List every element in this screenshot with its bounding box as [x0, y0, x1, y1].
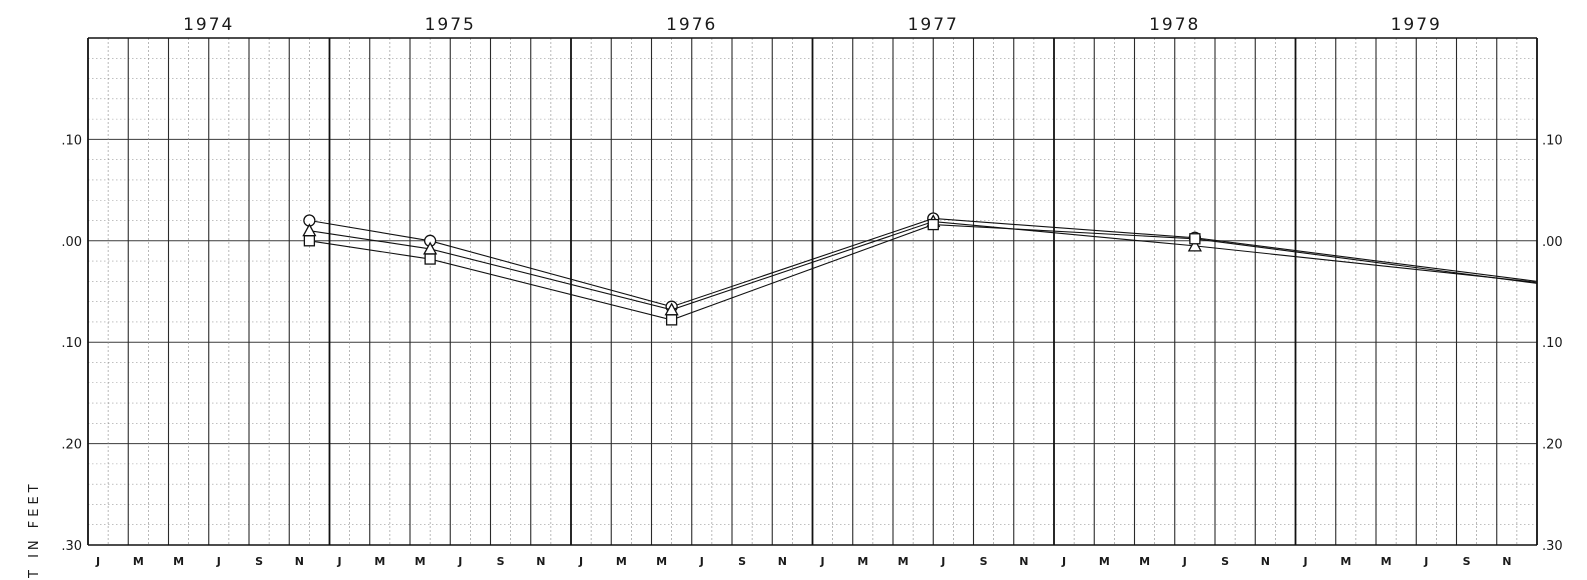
month-tick: M	[656, 555, 667, 568]
month-tick: M	[616, 555, 627, 568]
month-tick: M	[898, 555, 909, 568]
month-tick: M	[1139, 555, 1150, 568]
month-tick: J	[216, 555, 221, 568]
labels: 1974 1975 1976 1977 1978 1979 J M M J S N J M M J S N J M M J…	[27, 15, 1563, 579]
month-tick: J	[1061, 555, 1066, 568]
y-tick-left: .10	[61, 336, 82, 351]
month-tick: S	[980, 555, 988, 568]
month-tick: J	[578, 555, 583, 568]
year-label: 1978	[1149, 15, 1200, 35]
year-label: 1974	[183, 15, 234, 35]
month-tick: J	[95, 555, 100, 568]
y-tick-right: .20	[1542, 438, 1563, 453]
month-tick: N	[295, 555, 304, 568]
y-axis-label: T IN FEET	[27, 480, 42, 579]
month-tick: S	[1463, 555, 1471, 568]
y-tick-right: .00	[1542, 235, 1563, 250]
y-tick-right: .10	[1542, 133, 1563, 148]
month-tick: M	[1381, 555, 1392, 568]
year-label: 1979	[1391, 15, 1442, 35]
data-point-square	[1189, 233, 1201, 245]
year-label: 1975	[425, 15, 476, 35]
month-tick: M	[133, 555, 144, 568]
month-tick: N	[1502, 555, 1511, 568]
month-tick: J	[820, 555, 825, 568]
month-tick: M	[1099, 555, 1110, 568]
data-point-square	[665, 314, 678, 326]
month-tick: S	[497, 555, 505, 568]
month-tick: M	[857, 555, 868, 568]
month-tick: J	[457, 555, 462, 568]
month-tick: M	[415, 555, 426, 568]
y-tick-right: .10	[1542, 336, 1563, 351]
year-label: 1977	[908, 15, 959, 35]
month-tick: S	[738, 555, 746, 568]
data-point-triangle	[302, 223, 317, 237]
month-tick: J	[699, 555, 704, 568]
month-tick: J	[1182, 555, 1187, 568]
month-tick: N	[778, 555, 787, 568]
series-line-triangle	[309, 220, 1538, 311]
y-tick-left: .30	[61, 539, 82, 554]
data-point-square	[303, 235, 316, 247]
year-label: 1976	[666, 15, 717, 35]
month-tick: J	[940, 555, 945, 568]
month-tick: M	[374, 555, 385, 568]
month-tick: M	[1340, 555, 1351, 568]
month-tick: M	[173, 555, 184, 568]
y-tick-left: .20	[61, 438, 82, 453]
month-tick: J	[1423, 555, 1428, 568]
y-tick-left: .00	[61, 235, 82, 250]
month-tick: J	[337, 555, 342, 568]
grid	[87, 37, 1538, 546]
series-line-square	[309, 224, 1538, 321]
y-tick-right: .30	[1542, 539, 1563, 554]
data-point-triangle	[1187, 238, 1202, 252]
month-tick: J	[1303, 555, 1308, 568]
series-layer	[302, 212, 1538, 326]
month-tick: N	[536, 555, 545, 568]
month-tick: N	[1019, 555, 1028, 568]
data-point-square	[424, 253, 436, 265]
month-tick: S	[1221, 555, 1229, 568]
month-tick: N	[1261, 555, 1270, 568]
y-tick-left: .10	[61, 133, 82, 148]
series-line-circle	[309, 217, 1538, 308]
month-tick: S	[255, 555, 263, 568]
data-point-square	[927, 218, 939, 231]
